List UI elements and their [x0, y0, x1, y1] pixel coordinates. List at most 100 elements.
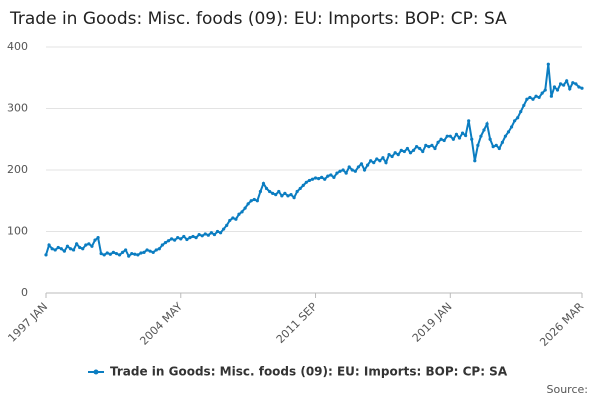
data-point — [228, 218, 232, 223]
data-point — [108, 252, 112, 256]
data-point — [222, 227, 226, 231]
data-point — [359, 162, 364, 166]
data-point — [433, 146, 437, 151]
data-point — [457, 136, 462, 140]
data-point — [53, 248, 57, 252]
data-point — [75, 242, 79, 246]
data-point — [274, 193, 278, 197]
data-point — [84, 243, 88, 247]
data-point — [203, 232, 207, 236]
data-point — [280, 194, 284, 198]
data-point — [62, 249, 66, 253]
data-point — [378, 159, 382, 163]
data-point — [393, 151, 397, 155]
data-point — [574, 82, 578, 86]
data-point — [552, 85, 557, 89]
data-point — [494, 143, 498, 147]
data-point — [445, 134, 449, 138]
data-point — [102, 253, 106, 257]
data-point — [71, 248, 76, 252]
data-point — [387, 153, 391, 157]
x-tick-label: 2004 MAY — [137, 300, 185, 348]
data-point — [124, 248, 128, 252]
chart-title: Trade in Goods: Misc. foods (09): EU: Im… — [9, 9, 507, 29]
data-point — [206, 233, 210, 237]
data-line — [45, 64, 583, 258]
data-point — [436, 140, 440, 144]
data-point — [451, 137, 455, 141]
data-point — [408, 151, 413, 155]
data-point — [176, 236, 180, 240]
data-point — [442, 138, 446, 143]
data-point — [369, 159, 373, 163]
data-point — [571, 81, 575, 85]
data-point — [316, 177, 321, 181]
data-point — [166, 239, 171, 243]
data-point — [136, 253, 140, 257]
data-point — [460, 131, 465, 135]
data-point — [78, 245, 82, 250]
data-point — [240, 210, 244, 214]
data-point — [267, 189, 272, 194]
data-point — [157, 247, 161, 251]
data-point — [356, 165, 361, 169]
data-point — [139, 251, 143, 255]
data-point — [277, 189, 281, 194]
data-point — [179, 237, 183, 241]
data-point — [182, 234, 186, 239]
data-point — [188, 236, 192, 240]
x-tick-label: 2019 JAN — [410, 300, 455, 345]
data-point — [479, 134, 483, 138]
data-point — [142, 250, 146, 255]
data-point — [90, 244, 94, 248]
data-point — [366, 163, 370, 167]
data-point — [464, 133, 468, 138]
data-point — [261, 181, 266, 186]
data-point — [424, 143, 428, 147]
data-point — [99, 252, 103, 256]
data-point — [405, 146, 410, 151]
data-point — [540, 91, 544, 95]
data-point — [353, 169, 357, 173]
data-point — [543, 88, 547, 92]
legend-label: Trade in Goods: Misc. foods (09): EU: Im… — [110, 365, 508, 379]
data-point — [264, 186, 269, 191]
data-point — [473, 159, 477, 163]
data-point — [347, 165, 351, 169]
data-point — [286, 194, 290, 198]
data-point — [218, 231, 223, 235]
data-point — [476, 143, 480, 147]
data-point — [488, 137, 492, 141]
data-point — [522, 103, 526, 108]
data-point — [537, 95, 541, 100]
y-tick-label: 100 — [7, 225, 28, 238]
y-tick-label: 0 — [21, 286, 28, 299]
data-point — [558, 82, 563, 86]
data-point — [59, 247, 63, 251]
data-point — [246, 202, 250, 206]
data-point — [56, 245, 60, 250]
data-point — [105, 251, 109, 255]
data-point — [249, 199, 253, 203]
data-point — [237, 212, 241, 216]
data-point — [375, 157, 379, 161]
data-point — [549, 94, 553, 98]
data-point — [332, 175, 336, 179]
data-point — [93, 238, 97, 242]
data-point — [194, 236, 198, 240]
data-point — [534, 94, 538, 98]
data-point — [163, 240, 168, 245]
data-point — [411, 148, 416, 152]
data-point — [81, 247, 85, 251]
data-point — [114, 252, 119, 256]
data-point — [304, 180, 308, 184]
data-point — [301, 183, 305, 187]
data-point — [421, 149, 425, 154]
data-point — [313, 176, 318, 180]
data-point — [454, 132, 459, 136]
data-point — [555, 88, 560, 92]
data-point — [215, 229, 220, 234]
y-tick-label: 200 — [7, 163, 28, 176]
data-point — [503, 134, 508, 138]
